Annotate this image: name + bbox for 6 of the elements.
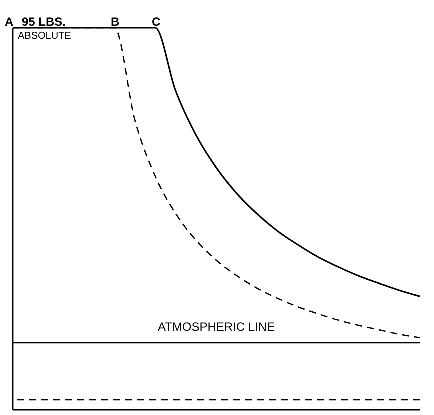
annotation: ABSOLUTE (18, 31, 72, 42)
ref-line-label: ATMOSPHERIC LINE (158, 320, 276, 334)
annotation: C (152, 15, 161, 29)
annotation: A (5, 15, 14, 29)
annotation: 95 LBS. (22, 15, 66, 29)
annotation: B (111, 15, 120, 29)
